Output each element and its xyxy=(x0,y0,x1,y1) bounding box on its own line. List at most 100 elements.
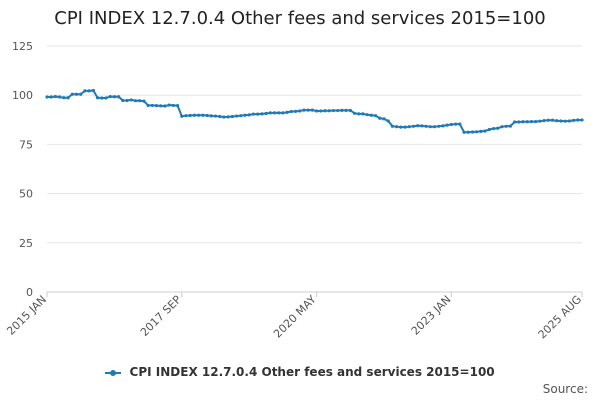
data-point[interactable] xyxy=(454,122,458,126)
data-point[interactable] xyxy=(529,119,534,124)
data-point[interactable] xyxy=(117,95,121,99)
data-point[interactable] xyxy=(542,118,546,123)
data-point[interactable] xyxy=(323,109,327,113)
data-point[interactable] xyxy=(470,130,475,134)
data-point[interactable] xyxy=(437,124,441,128)
data-point[interactable] xyxy=(550,118,555,122)
data-point[interactable] xyxy=(247,113,251,117)
data-point[interactable] xyxy=(319,109,323,113)
data-point[interactable] xyxy=(403,125,407,129)
data-point[interactable] xyxy=(285,110,289,114)
data-point[interactable] xyxy=(256,112,260,116)
data-point[interactable] xyxy=(45,95,49,99)
data-point[interactable] xyxy=(424,124,428,128)
data-point[interactable] xyxy=(449,122,454,127)
data-point[interactable] xyxy=(500,125,504,129)
data-point[interactable] xyxy=(538,119,542,123)
data-point[interactable] xyxy=(213,114,218,118)
data-point[interactable] xyxy=(95,96,100,100)
data-point[interactable] xyxy=(369,113,373,117)
data-point[interactable] xyxy=(483,129,487,133)
data-point[interactable] xyxy=(171,103,175,108)
data-point[interactable] xyxy=(142,99,146,103)
legend[interactable]: CPI INDEX 12.7.0.4 Other fees and servic… xyxy=(0,365,600,379)
data-point[interactable] xyxy=(108,94,112,99)
data-point[interactable] xyxy=(559,119,563,123)
data-point[interactable] xyxy=(534,119,538,124)
data-point[interactable] xyxy=(260,112,264,116)
data-point[interactable] xyxy=(58,95,62,99)
data-point[interactable] xyxy=(567,119,571,123)
data-point[interactable] xyxy=(209,114,213,118)
data-point[interactable] xyxy=(188,113,192,118)
data-point[interactable] xyxy=(407,125,411,129)
data-point[interactable] xyxy=(365,113,369,117)
data-point[interactable] xyxy=(466,130,470,134)
data-point[interactable] xyxy=(563,119,567,123)
data-point[interactable] xyxy=(475,130,479,134)
data-point[interactable] xyxy=(462,130,466,134)
data-point[interactable] xyxy=(167,103,171,107)
data-point[interactable] xyxy=(289,109,293,114)
data-point[interactable] xyxy=(159,104,163,108)
data-point[interactable] xyxy=(175,104,180,108)
data-point[interactable] xyxy=(62,96,66,100)
data-point[interactable] xyxy=(576,118,580,122)
data-point[interactable] xyxy=(331,108,336,113)
data-point[interactable] xyxy=(428,125,432,129)
data-point[interactable] xyxy=(382,117,386,121)
data-point[interactable] xyxy=(53,94,58,99)
data-point[interactable] xyxy=(163,104,167,108)
data-point[interactable] xyxy=(458,122,462,126)
data-point[interactable] xyxy=(315,109,319,113)
data-point[interactable] xyxy=(112,95,117,99)
data-point[interactable] xyxy=(411,124,416,128)
data-point[interactable] xyxy=(100,96,104,100)
data-point[interactable] xyxy=(555,119,559,123)
data-point[interactable] xyxy=(281,111,285,115)
data-point[interactable] xyxy=(268,111,272,115)
data-point[interactable] xyxy=(146,103,150,108)
data-point[interactable] xyxy=(580,118,584,122)
data-point[interactable] xyxy=(491,127,496,131)
data-point[interactable] xyxy=(49,95,53,99)
data-point[interactable] xyxy=(83,89,87,93)
data-point[interactable] xyxy=(272,111,277,115)
data-point[interactable] xyxy=(378,116,382,120)
data-point[interactable] xyxy=(416,124,420,128)
data-point[interactable] xyxy=(150,103,154,108)
data-point[interactable] xyxy=(487,127,491,132)
data-point[interactable] xyxy=(70,92,74,96)
data-point[interactable] xyxy=(91,88,95,93)
data-point[interactable] xyxy=(327,109,331,113)
data-point[interactable] xyxy=(390,124,395,128)
data-point[interactable] xyxy=(302,108,306,112)
data-point[interactable] xyxy=(361,112,365,116)
data-point[interactable] xyxy=(239,114,243,118)
data-point[interactable] xyxy=(348,108,352,112)
data-point[interactable] xyxy=(222,115,226,119)
data-point[interactable] xyxy=(420,124,424,128)
data-point[interactable] xyxy=(479,129,483,134)
data-point[interactable] xyxy=(121,98,125,103)
data-point[interactable] xyxy=(205,113,209,118)
data-point[interactable] xyxy=(129,98,133,102)
data-point[interactable] xyxy=(184,114,188,118)
data-point[interactable] xyxy=(546,118,550,122)
data-point[interactable] xyxy=(512,120,517,124)
data-point[interactable] xyxy=(201,113,205,117)
data-point[interactable] xyxy=(344,108,348,112)
data-point[interactable] xyxy=(310,108,314,112)
data-point[interactable] xyxy=(336,108,340,113)
data-point[interactable] xyxy=(234,114,239,118)
data-point[interactable] xyxy=(306,108,310,112)
data-point[interactable] xyxy=(441,124,445,128)
data-point[interactable] xyxy=(496,126,500,130)
data-point[interactable] xyxy=(104,96,108,100)
data-point[interactable] xyxy=(66,96,70,100)
data-point[interactable] xyxy=(571,118,576,122)
data-point[interactable] xyxy=(277,111,281,115)
data-point[interactable] xyxy=(251,112,256,116)
data-point[interactable] xyxy=(525,120,529,124)
data-point[interactable] xyxy=(243,113,247,117)
